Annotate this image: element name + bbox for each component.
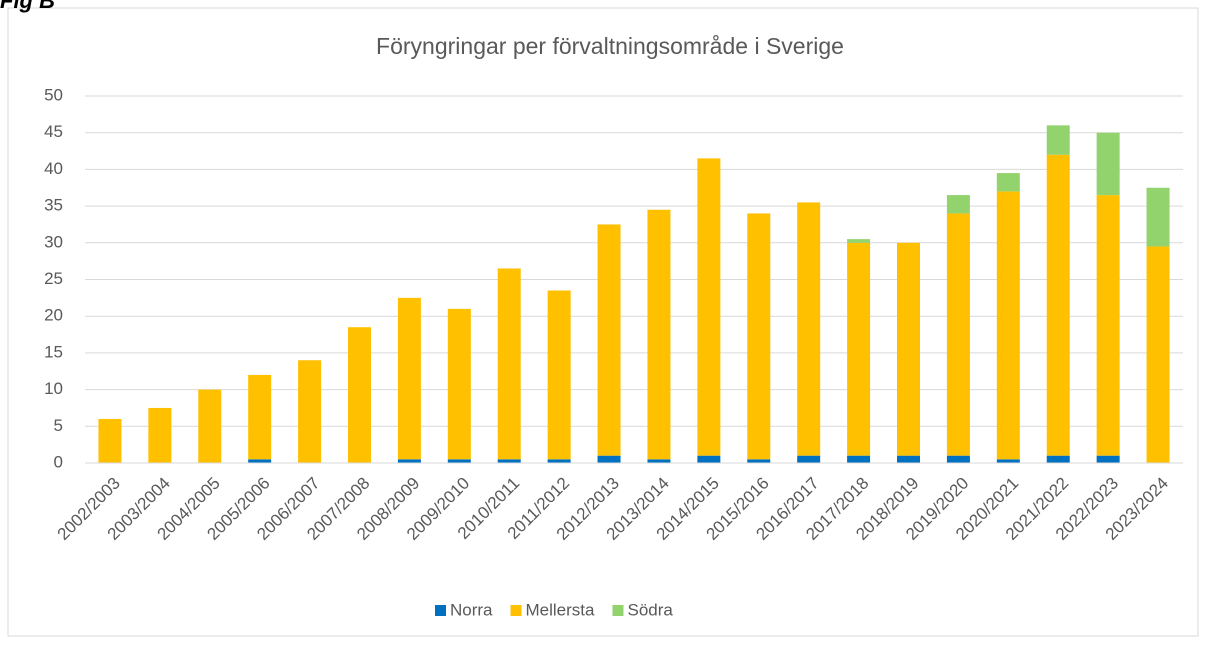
bar-segment bbox=[946, 195, 970, 214]
bar-segment bbox=[397, 297, 421, 460]
y-tick-label: 30 bbox=[44, 232, 63, 251]
legend-label: Mellersta bbox=[526, 600, 596, 619]
y-tick-label: 45 bbox=[44, 122, 63, 141]
bar-segment bbox=[996, 173, 1020, 192]
bar-segment bbox=[348, 327, 371, 463]
y-tick-label: 15 bbox=[44, 342, 63, 361]
legend-swatch bbox=[510, 605, 522, 616]
bar-segment bbox=[946, 213, 970, 456]
bar-segment bbox=[547, 459, 571, 463]
y-tick-label: 0 bbox=[54, 452, 63, 471]
legend-label: Norra bbox=[450, 600, 493, 619]
y-tick-label: 25 bbox=[44, 269, 63, 288]
bar-segment bbox=[1046, 154, 1070, 456]
bar-segment bbox=[1146, 187, 1170, 247]
chart-title: Föryngringar per förvaltningsområde i Sv… bbox=[376, 33, 844, 59]
legend-label: Södra bbox=[627, 600, 673, 619]
bar-segment bbox=[647, 209, 671, 460]
bar-segment bbox=[996, 459, 1020, 463]
y-tick-label: 40 bbox=[44, 159, 63, 178]
bar-segment bbox=[597, 224, 621, 456]
figure-label: Fig B bbox=[0, 0, 55, 13]
bar-segment bbox=[1096, 195, 1120, 456]
bar-segment bbox=[447, 459, 471, 463]
bar-segment bbox=[946, 455, 970, 463]
bar-segment bbox=[1046, 125, 1070, 155]
bar-segment bbox=[397, 459, 421, 463]
bar-segment bbox=[996, 191, 1020, 460]
y-tick-label: 5 bbox=[54, 416, 63, 435]
bar-segment bbox=[198, 389, 222, 463]
bar-segment bbox=[747, 213, 771, 460]
bar-segment bbox=[847, 239, 871, 243]
legend-swatch bbox=[612, 605, 624, 616]
bar-segment bbox=[647, 459, 671, 463]
bar-segment bbox=[298, 360, 322, 463]
bar-segment bbox=[497, 268, 521, 460]
bar-segment bbox=[747, 459, 771, 463]
bar-segment bbox=[1146, 246, 1170, 463]
bar-segment bbox=[897, 242, 920, 456]
bar-segment bbox=[797, 202, 821, 456]
bar-segment bbox=[248, 459, 272, 463]
bar-segment bbox=[547, 290, 571, 460]
y-tick-label: 35 bbox=[44, 196, 63, 215]
y-tick-label: 10 bbox=[44, 379, 63, 398]
bar-segment bbox=[797, 455, 821, 463]
legend-swatch bbox=[435, 605, 446, 616]
bar-segment bbox=[1096, 132, 1120, 196]
bar-segment bbox=[847, 455, 871, 463]
bar-segment bbox=[597, 455, 621, 463]
legend: Norra Mellersta Södra bbox=[435, 600, 673, 619]
bar-segment bbox=[447, 308, 471, 460]
bar-segment bbox=[98, 418, 122, 463]
bar-segment bbox=[697, 158, 721, 456]
bar-segment bbox=[697, 455, 721, 463]
bar-segment bbox=[1046, 455, 1070, 463]
y-tick-label: 20 bbox=[44, 306, 63, 325]
bar-segment bbox=[248, 374, 272, 460]
bar-segment bbox=[148, 407, 172, 463]
bar-segment bbox=[1096, 455, 1120, 463]
bar-segment bbox=[847, 242, 871, 456]
bar-segment bbox=[497, 459, 521, 463]
bar-segment bbox=[897, 455, 920, 463]
y-tick-label: 50 bbox=[44, 85, 63, 104]
